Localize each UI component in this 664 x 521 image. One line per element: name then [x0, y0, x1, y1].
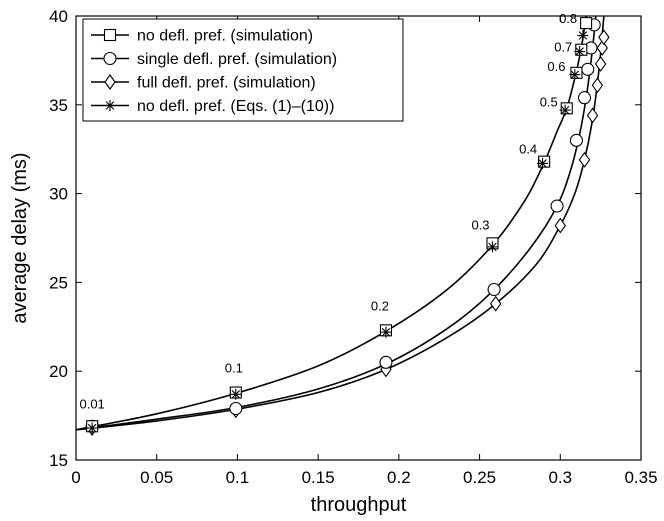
x-tick-labels: 0 0.05 0.1 0.15 0.2 0.25 0.3 0.35 — [71, 468, 657, 487]
load-annotation: 0.3 — [471, 217, 489, 232]
full-defl-sim-marker — [586, 107, 599, 124]
load-annotation: 0.2 — [371, 298, 389, 313]
y-axis-label: average delay (ms) — [9, 152, 31, 323]
legend-marker — [103, 51, 117, 66]
no-defl-eqs-marker — [86, 422, 98, 434]
no-defl-eqs-marker — [559, 104, 571, 116]
no-defl-sim-marker — [580, 17, 593, 30]
legend-marker — [103, 28, 117, 42]
single-defl-sim-marker — [581, 62, 595, 76]
legend-marker — [104, 100, 116, 111]
full-defl-sim-marker — [596, 40, 608, 56]
legend-entry: no defl. pref. (Eqs. (1)–(10)) — [137, 98, 334, 115]
x-tick-label: 0.2 — [387, 468, 411, 487]
y-tick-label: 20 — [49, 362, 68, 381]
data-markers — [85, 17, 610, 436]
y-tick-label: 15 — [49, 451, 68, 470]
single-defl-sim-marker — [577, 91, 592, 105]
load-annotation: 0.4 — [519, 142, 537, 157]
y-tick-labels: 15 20 25 30 35 40 — [49, 7, 68, 470]
no-defl-eqs-marker — [577, 30, 589, 42]
legend: no defl. pref. (simulation) single defl. … — [82, 18, 404, 122]
full-defl-sim-marker — [594, 56, 607, 72]
no-defl-eqs-marker — [574, 46, 586, 58]
x-tick-label: 0 — [71, 468, 80, 487]
load-annotation: 0.8 — [559, 11, 577, 26]
legend-entry: full defl. pref. (simulation) — [137, 75, 316, 92]
load-annotation: 0.1 — [225, 361, 243, 376]
x-tick-label: 0.3 — [548, 468, 572, 487]
x-tick-label: 0.1 — [226, 468, 250, 487]
single-defl-sim-marker — [487, 282, 501, 297]
no-defl-eqs-marker — [380, 326, 392, 338]
single-defl-sim-marker — [550, 199, 564, 213]
full-defl-sim-marker — [554, 217, 567, 234]
x-tick-label: 0.05 — [140, 468, 173, 487]
x-axis-label: throughput — [311, 494, 407, 516]
y-tick-label: 40 — [49, 7, 68, 26]
x-tick-label: 0.25 — [463, 468, 496, 487]
no-defl-eqs-marker — [569, 69, 581, 81]
legend-marker — [104, 74, 116, 90]
legend-entry: no defl. pref. (simulation) — [137, 28, 313, 45]
y-tick-label: 35 — [49, 96, 68, 115]
no-defl-eqs-marker — [486, 241, 498, 253]
y-tick-label: 30 — [49, 185, 68, 204]
load-annotation: 0.5 — [540, 94, 558, 109]
load-annotation: 0.7 — [554, 40, 572, 55]
y-tick-label: 25 — [49, 273, 68, 292]
plot-frame — [75, 15, 642, 461]
single-defl-sim-marker — [379, 355, 393, 369]
legend-box — [82, 18, 404, 122]
point-annotations: 0.01 0.1 0.2 0.3 0.4 0.5 0.6 0.7 0.8 — [79, 11, 577, 411]
single-defl-sim-marker — [569, 133, 583, 147]
legend-entry: single defl. pref. (simulation) — [137, 51, 337, 68]
full-defl-sim-marker — [591, 77, 604, 94]
full-defl-sim-marker — [598, 29, 610, 46]
full-defl-sim-marker — [489, 295, 502, 312]
load-annotation: 0.01 — [79, 396, 104, 411]
x-tick-label: 0.35 — [624, 468, 657, 487]
x-tick-label: 0.15 — [302, 468, 335, 487]
no-defl-eqs-marker — [537, 157, 549, 169]
single-defl-sim-marker — [229, 401, 243, 416]
plot-border — [75, 15, 642, 461]
load-annotation: 0.6 — [547, 59, 565, 74]
no-defl-eqs-marker — [230, 388, 242, 400]
full-defl-sim-marker — [578, 151, 591, 168]
